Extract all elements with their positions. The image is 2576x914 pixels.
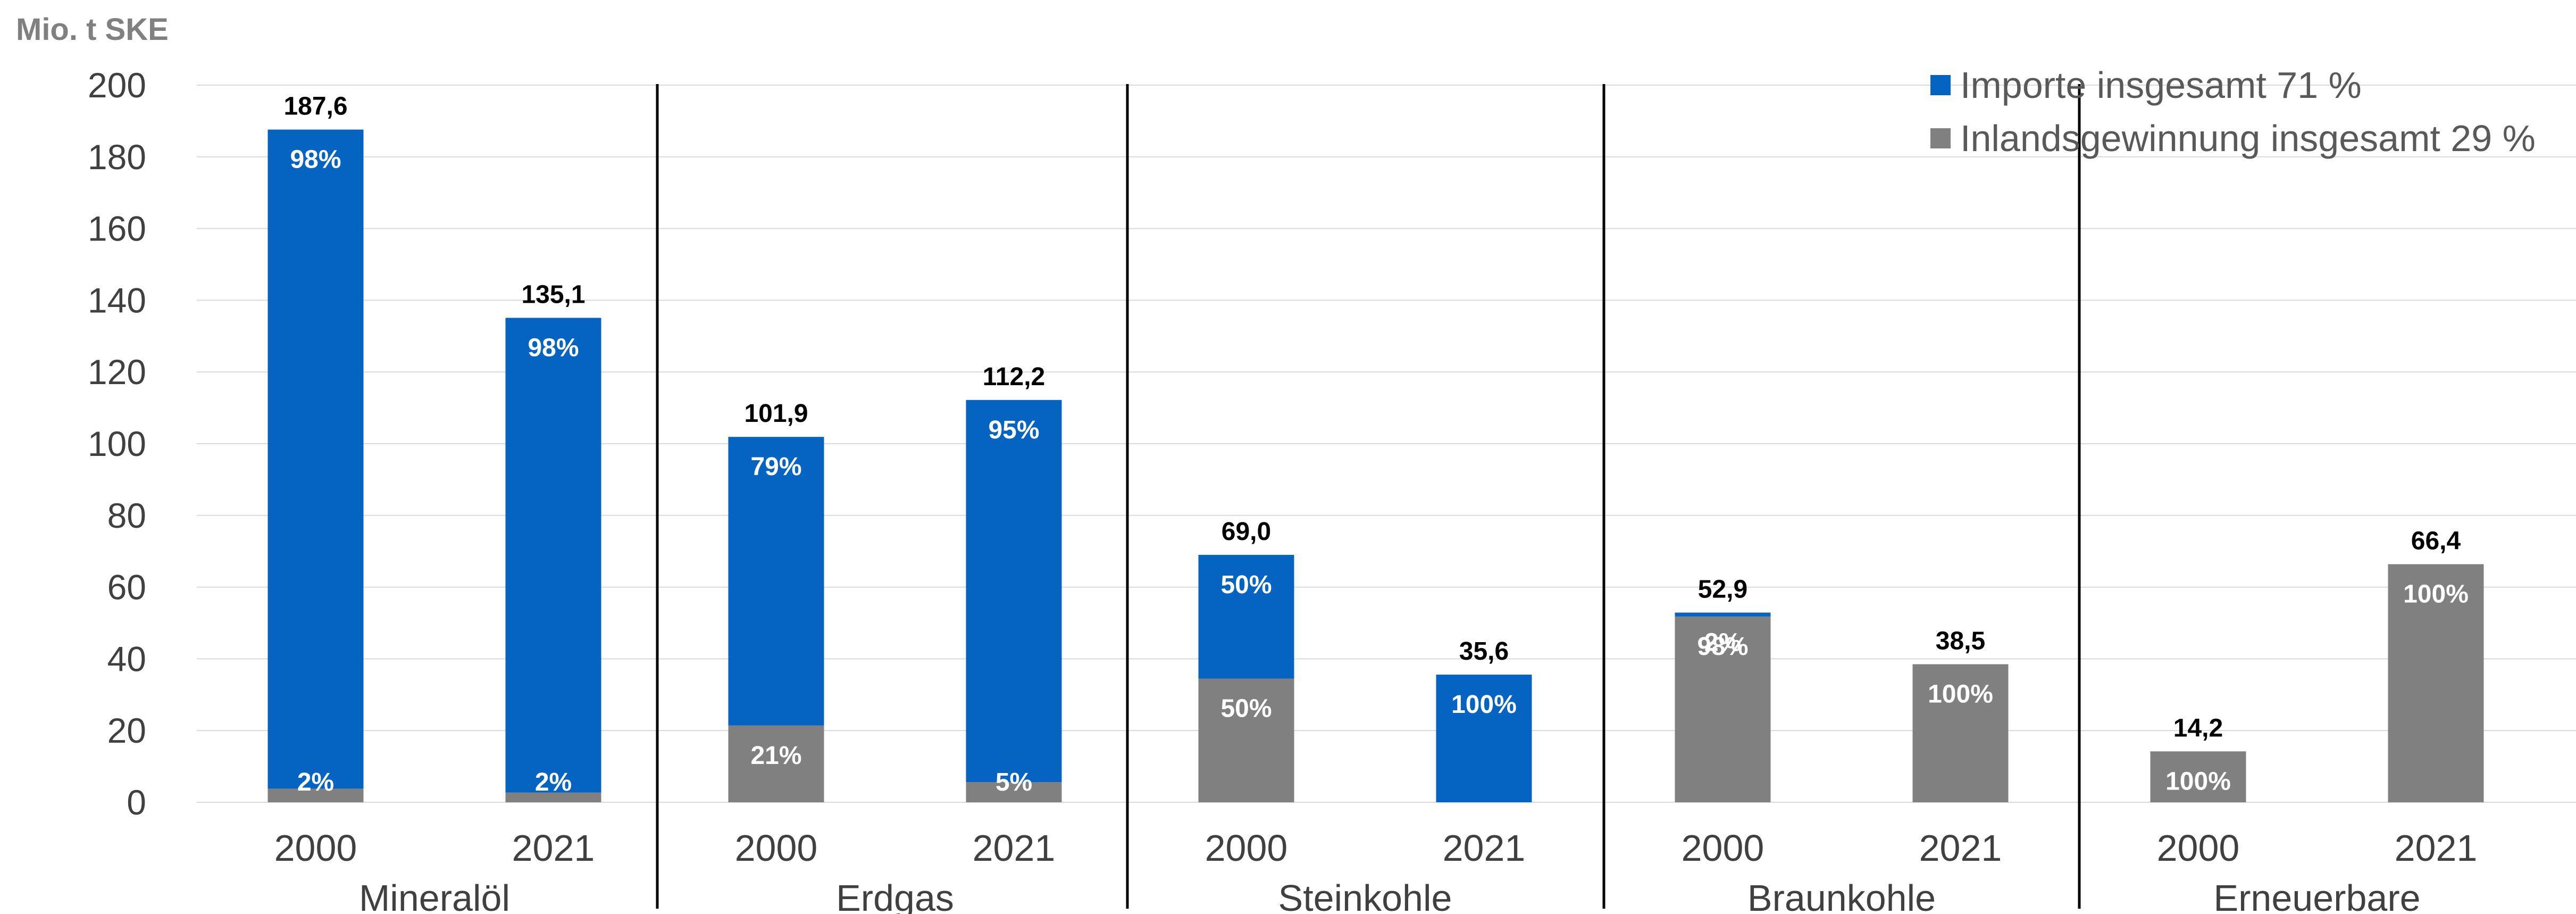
legend-swatch-domestic: [1930, 128, 1951, 148]
bar-segment-domestic: [1675, 616, 1771, 802]
group-label: Braunkohle: [1747, 877, 1936, 914]
bar-segment-domestic: [2150, 751, 2246, 802]
bar-total-label: 112,2: [983, 363, 1045, 391]
bar-total-label: 187,6: [283, 93, 347, 121]
x-tick-label: 2021: [512, 827, 595, 869]
bar-total-label: 135,1: [521, 280, 585, 309]
x-tick-label: 2000: [274, 827, 357, 869]
pct-label-domestic: 100%: [2403, 580, 2469, 608]
pct-label-imports: 79%: [750, 453, 801, 481]
group-label: Erdgas: [836, 877, 954, 914]
x-tick-label: 2021: [973, 827, 1056, 869]
x-tick-label: 2000: [735, 827, 818, 869]
pct-label-domestic: 5%: [996, 768, 1032, 796]
bar-segment-domestic: [728, 725, 824, 802]
x-tick-label: 2000: [1682, 827, 1764, 869]
bar-segment-imports: [1675, 612, 1771, 617]
bars-layer: [267, 129, 2484, 802]
pct-label-domestic: 21%: [750, 742, 801, 770]
group-label: Mineralöl: [359, 877, 510, 914]
bar-total-label: 66,4: [2411, 527, 2461, 555]
y-tick-label: 100: [88, 424, 146, 463]
grid-layer: 0 20 40 60 80 100 120 140 160 180 200: [88, 65, 2576, 822]
y-tick-label: 60: [107, 568, 146, 607]
bar-segment-domestic: [1198, 678, 1294, 802]
pct-label-imports: 95%: [988, 416, 1039, 444]
y-tick-label: 80: [107, 496, 146, 535]
pct-label-domestic: 2%: [535, 768, 572, 796]
labels-layer: Mineralöl187,6200098%2%135,1202198%2%Erd…: [274, 93, 2478, 914]
bar-total-label: 52,9: [1698, 575, 1747, 603]
x-tick-label: 2021: [2395, 827, 2478, 869]
bar-total-label: 101,9: [744, 400, 808, 428]
y-tick-label: 180: [88, 137, 146, 177]
y-tick-label: 0: [127, 783, 146, 822]
y-tick-label: 120: [88, 352, 146, 392]
bar-segment-domestic: [1912, 664, 2009, 802]
pct-label-domestic: 50%: [1220, 694, 1272, 722]
bar-total-label: 35,6: [1459, 637, 1509, 666]
x-tick-label: 2000: [2157, 827, 2240, 869]
pct-label-imports: 100%: [1451, 691, 1517, 719]
y-tick-label: 140: [88, 280, 146, 320]
legend: Importe insgesamt 71 % Inlandsgewinnung …: [1930, 64, 2536, 159]
pct-label-imports: 2%: [1704, 628, 1741, 657]
pct-label-domestic: 2%: [297, 768, 334, 796]
pct-label-domestic: 100%: [2165, 767, 2231, 795]
legend-label-domestic: Inlandsgewinnung insgesamt 29 %: [1960, 118, 2536, 159]
separator-layer: [656, 84, 2081, 909]
pct-label-domestic: 98%: [1697, 633, 1748, 661]
pct-label-imports: 50%: [1220, 571, 1272, 599]
x-tick-label: 2021: [1919, 827, 2002, 869]
pct-label-imports: 98%: [290, 146, 341, 174]
bar-segment-imports: [267, 129, 364, 789]
legend-label-imports: Importe insgesamt 71 %: [1960, 64, 2362, 106]
x-tick-label: 2021: [1443, 827, 1526, 869]
bar-segment-domestic: [966, 782, 1062, 802]
pct-label-imports: 98%: [528, 334, 579, 362]
bar-segment-domestic: [267, 788, 364, 802]
y-tick-label: 160: [88, 209, 146, 248]
y-axis-unit-label: Mio. t SKE: [16, 12, 169, 47]
bar-segment-imports: [728, 437, 824, 726]
bar-total-label: 38,5: [1936, 627, 1985, 655]
bar-total-label: 14,2: [2173, 714, 2223, 742]
bar-segment-imports: [505, 318, 601, 793]
y-tick-label: 20: [107, 711, 146, 750]
bar-segment-domestic: [505, 792, 601, 802]
bar-segment-imports: [1198, 554, 1294, 679]
legend-swatch-imports: [1930, 75, 1951, 95]
pct-label-domestic: 100%: [1928, 680, 1993, 709]
y-tick-label: 40: [107, 639, 146, 678]
group-label: Steinkohle: [1278, 877, 1452, 914]
bar-segment-imports: [966, 400, 1062, 783]
group-label: Erneuerbare: [2213, 877, 2420, 914]
bar-segment-domestic: [2388, 564, 2484, 802]
bar-total-label: 69,0: [1222, 518, 1271, 546]
x-tick-label: 2000: [1205, 827, 1288, 869]
bar-segment-imports: [1436, 675, 1532, 802]
y-tick-label: 200: [88, 65, 146, 105]
